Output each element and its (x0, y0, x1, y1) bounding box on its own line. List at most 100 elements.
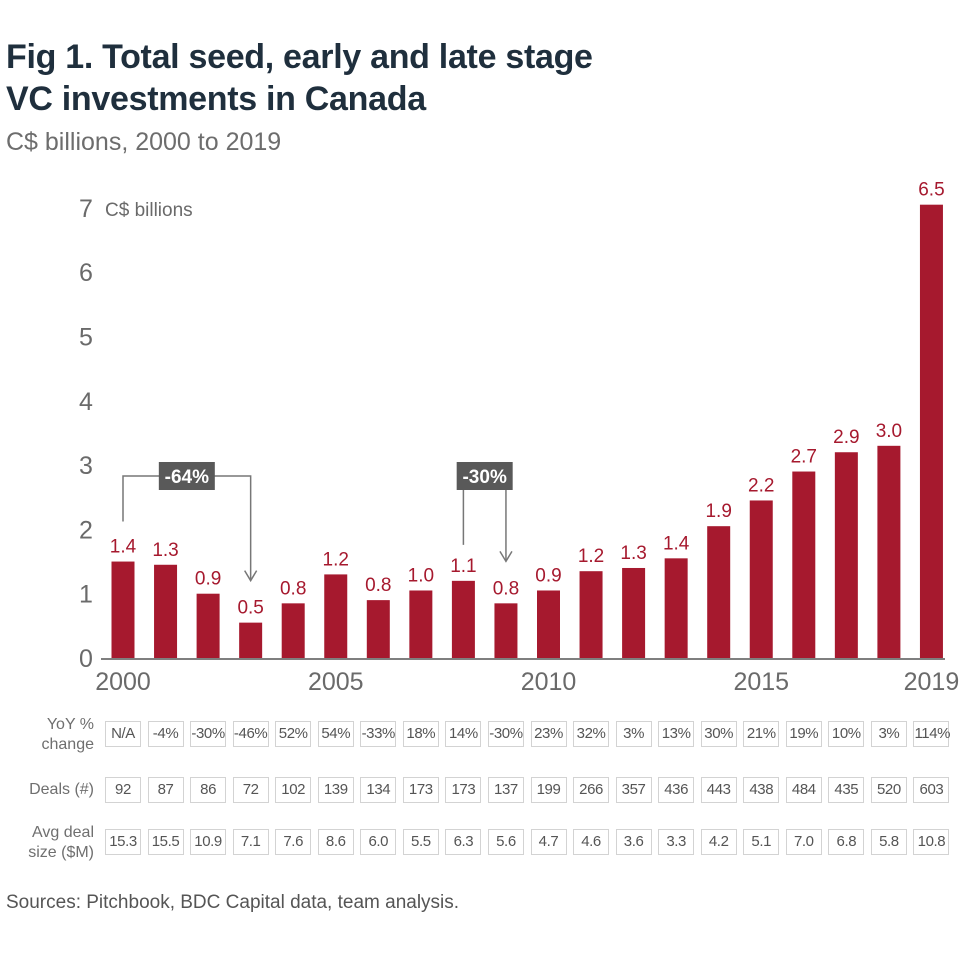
bar-value-label: 1.2 (323, 549, 349, 570)
bar-value-label: 1.0 (408, 565, 434, 586)
annotation-arrowhead (499, 550, 513, 563)
table-cell: 10% (828, 721, 865, 747)
bar (622, 567, 646, 658)
y-axis-label: C$ billions (105, 200, 193, 221)
table-cell: -46% (232, 721, 269, 747)
bar (451, 580, 475, 658)
annotation-arrowhead (244, 570, 258, 583)
table-cell: 7.1 (232, 829, 269, 855)
table-cell: 92 (105, 777, 141, 803)
table-cell: 199 (530, 777, 567, 803)
y-tick-label: 6 (79, 259, 93, 287)
table-cell: 54% (317, 721, 354, 747)
chart-title: Fig 1. Total seed, early and late stage … (6, 36, 946, 120)
table-row-label-line: Avg deal (32, 824, 94, 841)
table-cell: 484 (785, 777, 822, 803)
table-cell: 3% (870, 721, 907, 747)
table-cell: 4.7 (530, 829, 567, 855)
x-tick-label: 2005 (308, 668, 364, 696)
table-cell: 435 (828, 777, 865, 803)
bar-value-label: 2.9 (833, 427, 859, 448)
table-cell: 5.6 (487, 829, 524, 855)
bar-value-label: 3.0 (876, 421, 902, 442)
bar (111, 561, 135, 658)
table-cell: 603 (913, 777, 950, 803)
bar (749, 500, 773, 658)
table-cell: 32% (573, 721, 610, 747)
table-cell: 10.9 (190, 829, 227, 855)
table-cell: 13% (658, 721, 695, 747)
table-cell: -4% (147, 721, 184, 747)
y-tick-label: 2 (79, 516, 93, 544)
chart-title-line-2: VC investments in Canada (6, 80, 426, 118)
bar-value-label: 1.1 (450, 556, 476, 577)
x-tick-label: 2019 (904, 668, 960, 696)
table-cell: -33% (360, 721, 397, 747)
bar (281, 603, 305, 658)
x-tick-label: 2010 (521, 668, 577, 696)
x-tick-label: 2015 (733, 668, 789, 696)
table-cell: 520 (870, 777, 907, 803)
table-cell: 102 (275, 777, 312, 803)
bar (494, 603, 518, 658)
table-cell: 436 (658, 777, 695, 803)
table-cell: 72 (232, 777, 269, 803)
table-cell: 139 (317, 777, 354, 803)
table-cell: -30% (487, 721, 524, 747)
table-row-label-line: Deals (#) (29, 781, 94, 798)
bar (366, 600, 390, 658)
table-cell: 21% (743, 721, 780, 747)
table-cell: 6.8 (828, 829, 865, 855)
bar (154, 564, 178, 658)
y-tick-label: 4 (79, 388, 93, 416)
table-cell: 5.8 (870, 829, 907, 855)
bar-value-label: 0.5 (237, 598, 263, 619)
bar-value-label: 0.8 (280, 578, 306, 599)
table-cell: 30% (700, 721, 737, 747)
bar (239, 622, 263, 658)
bar (919, 204, 943, 658)
table-cell: 18% (402, 721, 439, 747)
table-cell: 438 (743, 777, 780, 803)
bar (324, 574, 348, 658)
table-cell: 7.0 (785, 829, 822, 855)
table-cell: 6.0 (360, 829, 397, 855)
table-cell: 173 (402, 777, 439, 803)
bar-value-label: 0.9 (195, 569, 221, 590)
table-cell: 266 (573, 777, 610, 803)
table-cell: 443 (700, 777, 737, 803)
annotation-bracket (462, 490, 507, 562)
table-cell: 134 (360, 777, 397, 803)
bar-value-label: 1.9 (705, 501, 731, 522)
table-cell: 5.5 (402, 829, 439, 855)
table-cell: 357 (615, 777, 652, 803)
table-cell: 3.6 (615, 829, 652, 855)
table-cell: 7.6 (275, 829, 312, 855)
annotation-box (158, 462, 215, 490)
bar-value-label: 1.3 (620, 543, 646, 564)
table-cell: 15.3 (105, 829, 141, 855)
source-note: Sources: Pitchbook, BDC Capital data, te… (6, 892, 460, 913)
x-tick-label: 2000 (95, 668, 151, 696)
bar (877, 445, 901, 658)
bar-value-label: 6.5 (918, 180, 944, 201)
table-row-label-line: size ($M) (28, 844, 94, 861)
y-tick-label: 7 (79, 195, 93, 223)
bar (664, 558, 688, 658)
table-cell: 3% (615, 721, 652, 747)
y-tick-label: 1 (79, 581, 93, 609)
table-cell: 137 (487, 777, 524, 803)
table-cell: 173 (445, 777, 482, 803)
table-row-label: YoY % change (0, 715, 95, 755)
table-cell: 87 (147, 777, 184, 803)
table-cell: 15.5 (147, 829, 184, 855)
table-row-label-line: change (41, 736, 95, 753)
table-cell: 6.3 (445, 829, 482, 855)
bar (409, 590, 433, 658)
bar (792, 471, 816, 658)
bar-value-label: 1.3 (152, 540, 178, 561)
table-row-label: Avg deal size ($M) (0, 823, 94, 863)
bar (834, 452, 858, 658)
annotation-label: -64% (165, 467, 209, 488)
annotation-box (456, 462, 513, 490)
